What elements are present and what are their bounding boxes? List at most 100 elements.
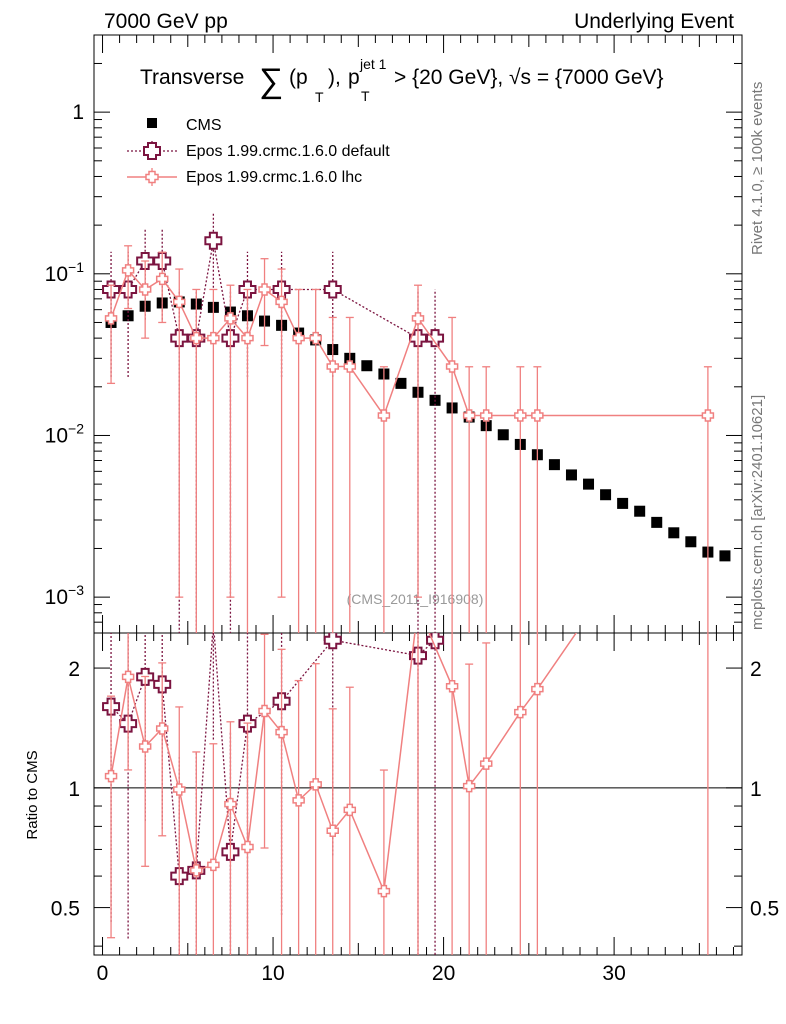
lhc-ratio-point <box>479 757 493 770</box>
lhc-ratio-point <box>224 797 237 811</box>
legend-label-cms: CMS <box>186 117 222 134</box>
title-sub-t: T <box>315 89 324 105</box>
lhc-point <box>479 409 493 422</box>
cms-point <box>361 360 373 372</box>
ratio-ytick-label-right: 0.5 <box>750 898 779 921</box>
main-axes: 110−110−210−3 <box>45 34 742 634</box>
lhc-ratio-point <box>377 884 391 898</box>
ratio-xtick-label: 20 <box>432 962 455 985</box>
ratio-ytick-label-left: 0.5 <box>51 898 80 921</box>
lhc-ratio-point <box>104 769 118 783</box>
lhc-ratio-point <box>309 778 322 791</box>
lhc-ratio-point <box>326 824 339 838</box>
ratio-ylabel: Ratio to CMS <box>24 750 41 839</box>
title-rest: > {20 GeV}, √s = {7000 GeV} <box>394 66 664 89</box>
lhc-ratio-point <box>173 783 186 796</box>
main-ytick-exponent: −3 <box>68 582 84 598</box>
plot-title: Transverse ∑ (p T ), p jet 1 T > {20 GeV… <box>140 56 664 105</box>
side-rivet: Rivet 4.1.0, ≥ 100k events <box>749 82 766 255</box>
ratio-series <box>102 633 709 955</box>
main-ytick-label: 10−1 <box>45 259 85 286</box>
main-ytick-mantissa: 10 <box>45 263 68 286</box>
default-ratio-point <box>323 633 342 650</box>
cms-point <box>395 377 407 389</box>
lhc-ratio-point <box>121 670 135 684</box>
main-ytick-mantissa: 10 <box>45 424 68 447</box>
ratio-xtick-label: 10 <box>261 962 284 985</box>
lhc-ratio-point <box>462 779 476 793</box>
title-p: p <box>348 66 360 89</box>
main-ytick-exponent: −2 <box>68 420 84 436</box>
cms-point <box>497 429 509 441</box>
lhc-point <box>121 264 135 277</box>
title-paren-open: (p <box>289 66 308 89</box>
lhc-point <box>155 272 169 286</box>
lhc-point <box>224 312 237 325</box>
analysis-watermark: (CMS_2011_I916908) <box>347 591 484 607</box>
cms-point <box>719 550 731 562</box>
cms-point <box>685 536 697 548</box>
lhc-ratio-line <box>110 633 578 895</box>
lhc-ratio-point <box>138 740 152 753</box>
ratio-axes: 0 10 20 30 2 2 1 1 0.5 0.5 <box>51 633 779 985</box>
lhc-point <box>275 295 288 309</box>
lhc-point <box>241 331 254 345</box>
title-sum: ∑ <box>259 62 283 100</box>
cms-point <box>600 489 612 501</box>
main-ytick-mantissa: 1 <box>72 101 84 124</box>
cms-point <box>565 469 577 481</box>
lhc-point <box>104 312 118 325</box>
ratio-ytick-label-left: 1 <box>68 778 80 801</box>
cms-point <box>668 527 680 539</box>
legend-marker-cms <box>147 118 157 128</box>
lhc-ratio-point <box>275 725 288 739</box>
main-ytick-label: 10−3 <box>45 582 85 609</box>
lhc-point <box>138 283 152 296</box>
lhc-point <box>190 331 203 345</box>
lhc-ratio-point <box>445 680 459 693</box>
lhc-point <box>258 283 271 296</box>
cms-point <box>651 516 663 528</box>
ratio-xtick-label: 30 <box>602 962 625 985</box>
lhc-ratio-point <box>514 705 527 719</box>
cms-point <box>617 497 629 509</box>
main-ytick-label: 1 <box>72 101 84 124</box>
lhc-point <box>173 295 186 309</box>
lhc-ratio-point <box>207 858 220 872</box>
legend-marker-lhc <box>145 170 159 184</box>
lhc-point <box>326 360 339 373</box>
ratio-ytick-label-left: 2 <box>68 658 80 681</box>
lhc-ratio-point <box>155 722 169 735</box>
main-series <box>102 212 731 633</box>
main-ytick-mantissa: 10 <box>45 586 68 609</box>
cms-point <box>634 505 646 517</box>
default-point <box>204 231 223 250</box>
title-main: Transverse <box>140 66 244 89</box>
lhc-ratio-point <box>343 803 357 817</box>
lhc-point <box>411 312 425 325</box>
title-sub-t2: T <box>361 88 370 104</box>
lhc-point <box>292 331 305 345</box>
cms-point <box>583 478 595 490</box>
lhc-point <box>701 409 715 422</box>
lhc-ratio-point <box>241 840 254 854</box>
ratio-xtick-label: 0 <box>97 962 109 985</box>
lhc-point <box>531 409 544 422</box>
default-point <box>323 280 342 299</box>
legend-label-lhc: Epos 1.99.crmc.1.6.0 lhc <box>186 169 362 186</box>
lhc-point <box>462 409 476 422</box>
side-mcplots: mcplots.cern.ch [arXiv:2401.10621] <box>749 395 766 630</box>
lhc-point <box>309 331 322 345</box>
ratio-ytick-label-right: 1 <box>750 778 762 801</box>
header-right: Underlying Event <box>574 10 734 33</box>
legend-label-default: Epos 1.99.crmc.1.6.0 default <box>186 143 390 160</box>
lhc-ratio-point <box>258 704 271 718</box>
lhc-ratio-point <box>531 682 544 696</box>
lhc-ratio-point <box>190 864 203 877</box>
ratio-ytick-label-right: 2 <box>750 658 762 681</box>
lhc-point <box>377 409 391 422</box>
lhc-point <box>514 409 527 422</box>
title-sup-jet: jet 1 <box>359 56 387 72</box>
legend: CMS Epos 1.99.crmc.1.6.0 default Epos 1.… <box>127 117 390 186</box>
